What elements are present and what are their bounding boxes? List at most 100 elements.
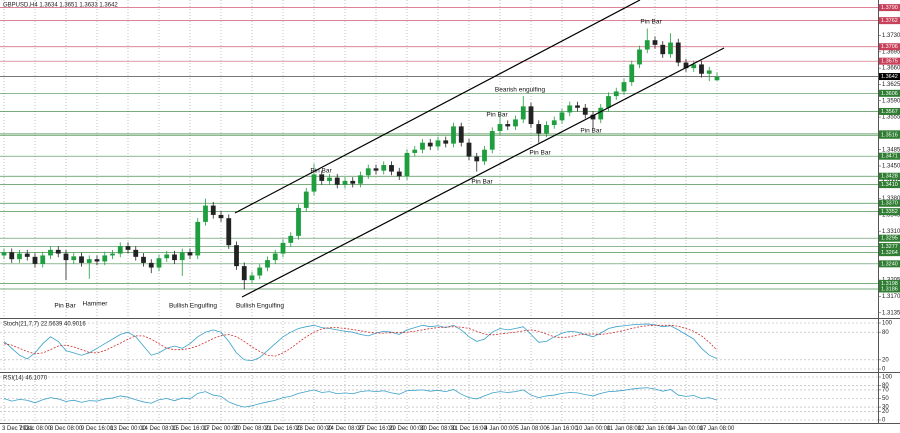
stoch-title: Stoch(21,7,7) 22.5639 40.9016 <box>3 322 86 328</box>
candle-body <box>71 256 77 261</box>
x-tick-label: 27 Dec 16:00 <box>358 426 394 432</box>
x-tick-label: 14 Jan 00:00 <box>669 426 704 432</box>
x-tick-label: 20 Dec 08:00 <box>234 426 270 432</box>
level-label: 1.3471 <box>881 154 898 160</box>
indicator-line <box>3 387 718 408</box>
level-box <box>879 208 900 216</box>
candle-body <box>86 259 92 263</box>
y-tick-label: 1.3345 <box>882 212 900 218</box>
candle-body <box>334 177 340 185</box>
candle-body <box>373 168 379 171</box>
candle-body <box>55 249 61 254</box>
annotation: Pin Bar <box>310 168 332 175</box>
candle-body <box>559 112 565 121</box>
candle-body <box>141 256 146 263</box>
candle-body <box>675 42 681 63</box>
candle-body <box>660 44 666 55</box>
candle-body <box>342 180 348 185</box>
annotation: Pin Bar <box>486 112 508 119</box>
candle-body <box>210 205 216 215</box>
y-tick-label: 1.3135 <box>882 310 900 316</box>
level-label: 1.3567 <box>881 109 898 115</box>
y-tick-label: 1.3170 <box>882 294 900 300</box>
annotation: Bullish Engulfing <box>169 303 217 310</box>
candle-body <box>241 266 247 281</box>
x-tick-label: 17 Jan 08:00 <box>700 426 735 432</box>
x-tick-label: 13 Dec 00:00 <box>110 426 146 432</box>
candle-body <box>79 256 84 263</box>
chart-title: GBPUSD,H4 1.3634 1.3651 1.3633 1.3642 <box>3 3 118 9</box>
candle-body <box>172 254 177 261</box>
level-label: 1.3675 <box>881 59 898 65</box>
x-tick-label: 8 Dec 08:00 <box>50 426 83 432</box>
candle-body <box>489 131 495 150</box>
level-label: 1.3516 <box>881 133 898 139</box>
annotation: Bearish engulfing <box>495 87 546 94</box>
candle-body <box>575 105 580 108</box>
candle-body <box>528 106 534 125</box>
y-tick-label: 1.3450 <box>882 164 900 170</box>
candle-body <box>691 64 697 69</box>
candle-body <box>102 255 108 262</box>
candle-body <box>505 124 511 127</box>
level-box <box>879 249 900 257</box>
candle-body <box>234 245 239 267</box>
candle-body <box>24 253 30 257</box>
candle-body <box>482 149 487 162</box>
level-label: 1.3762 <box>881 18 898 24</box>
candle-body <box>156 258 162 268</box>
x-tick-label: 24 Dec 08:00 <box>327 426 363 432</box>
channel-upper <box>234 0 641 214</box>
candle-body <box>706 70 712 74</box>
candle-body <box>350 180 356 184</box>
candle-body <box>598 107 604 120</box>
x-tick-label: 17 Dec 00:00 <box>203 426 239 432</box>
candle-body <box>195 221 201 256</box>
candle-body <box>187 252 193 256</box>
candle-body <box>520 106 526 120</box>
y-tick-label: 1.3555 <box>882 115 900 121</box>
y-tick-label: 70 <box>882 387 889 393</box>
x-tick-label: 15 Dec 16:00 <box>172 426 208 432</box>
candle-body <box>412 149 418 153</box>
channel-lower <box>241 47 725 298</box>
candle-body <box>466 142 472 157</box>
y-tick-label: 30 <box>882 405 889 411</box>
y-tick-label: 0 <box>882 367 886 373</box>
candle-body <box>9 252 15 260</box>
x-tick-label: 14 Dec 08:00 <box>141 426 177 432</box>
x-tick-label: 23 Dec 00:00 <box>296 426 332 432</box>
candle-body <box>699 64 704 74</box>
candle-body <box>668 42 673 55</box>
y-tick-label: 1.3380 <box>882 196 900 202</box>
annotation: Pin Bar <box>640 19 662 26</box>
level-box <box>879 260 900 268</box>
level-label: 1.3198 <box>881 281 898 287</box>
level-box <box>879 131 900 139</box>
marks-layer <box>1 28 720 408</box>
annotation: Pin Bar <box>54 303 76 310</box>
candle-body <box>164 254 170 259</box>
level-label: 1.3277 <box>881 244 898 250</box>
candle-body <box>358 175 363 184</box>
candle-body <box>125 246 131 250</box>
candle-body <box>451 126 456 144</box>
labels-layer: GBPUSD,H4 1.3634 1.3651 1.3633 1.3642 St… <box>2 3 900 432</box>
candle-body <box>272 253 278 261</box>
x-tick-label: 3 Dec 2021 <box>2 426 33 432</box>
candle-body <box>551 120 557 125</box>
y-tick-label: 100 <box>882 375 893 381</box>
levels-layer <box>0 7 878 290</box>
candle-body <box>63 253 69 261</box>
level-label: 1.3264 <box>881 250 898 256</box>
level-box <box>879 17 900 25</box>
level-label: 1.3706 <box>881 44 898 50</box>
candle-body <box>203 205 208 222</box>
candle-body <box>319 174 325 181</box>
y-tick-label: 1.3660 <box>882 66 900 72</box>
level-label: 1.3606 <box>881 91 898 97</box>
candle-body <box>249 275 255 281</box>
candle-body <box>443 140 449 144</box>
candle-body <box>613 91 619 97</box>
